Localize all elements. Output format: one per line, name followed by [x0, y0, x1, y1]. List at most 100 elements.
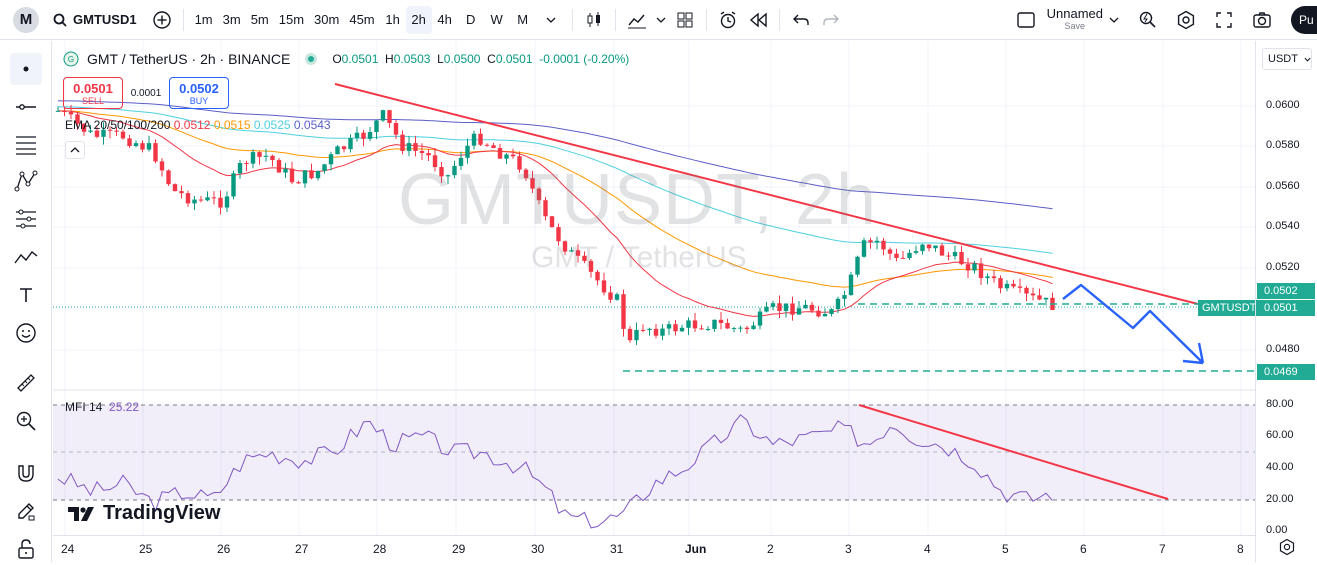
icon-tool[interactable]: [10, 317, 42, 349]
brush-tool[interactable]: [10, 241, 42, 273]
buy-button[interactable]: 0.0502 BUY: [169, 77, 229, 109]
candle-body: [1004, 283, 1010, 289]
candle-body: [666, 324, 672, 329]
snapshot-button[interactable]: [1247, 5, 1277, 35]
layout-button[interactable]: [1011, 5, 1041, 35]
candle-body: [218, 197, 223, 208]
cursor-tool[interactable]: [10, 53, 42, 85]
mfi-legend[interactable]: MFI 14 25.22: [65, 400, 139, 414]
interval-15m[interactable]: 15m: [278, 12, 305, 27]
settings-button[interactable]: [1171, 5, 1201, 35]
magnet-tool[interactable]: [10, 457, 42, 489]
interval-2h[interactable]: 2h: [405, 5, 432, 34]
templates-button[interactable]: [670, 5, 700, 35]
interval-5m[interactable]: 5m: [250, 12, 269, 27]
interval-3m[interactable]: 3m: [222, 12, 241, 27]
interval-d[interactable]: D: [465, 12, 476, 27]
candle-body: [133, 143, 139, 147]
time-tick-label: 28: [373, 542, 387, 556]
candle-body: [270, 155, 275, 161]
interval-m[interactable]: M: [517, 12, 529, 27]
symbol-search[interactable]: GMTUSD1: [53, 12, 137, 27]
fib-tool[interactable]: [10, 129, 42, 161]
chart-canvas[interactable]: [53, 41, 1255, 535]
plus-circle-icon: [152, 10, 171, 29]
candle-body: [296, 182, 301, 184]
symbol-price-tag: GMTUSDT: [1198, 300, 1261, 316]
candle-body: [952, 252, 958, 257]
collapse-legend-button[interactable]: [65, 141, 85, 159]
candle-body: [998, 278, 1003, 289]
measure-tool[interactable]: [10, 367, 42, 399]
projection-arrow[interactable]: [1062, 283, 1205, 365]
indicators-button[interactable]: [622, 5, 652, 35]
candle-body: [900, 257, 906, 259]
candle-body: [835, 298, 841, 310]
sell-button[interactable]: 0.0501 SELL: [63, 77, 123, 109]
mfi-trendline[interactable]: [858, 404, 1169, 500]
interval-1m[interactable]: 1m: [194, 12, 213, 27]
legend-title[interactable]: GMT / TetherUS · 2h · BINANCE: [87, 51, 291, 67]
tradingview-logo[interactable]: TradingView: [67, 502, 220, 525]
candle-body: [764, 306, 769, 312]
pattern-tool[interactable]: [10, 165, 42, 197]
candle-body: [731, 328, 737, 330]
interval-45m[interactable]: 45m: [349, 12, 375, 27]
compare-button[interactable]: [147, 5, 177, 35]
chevron-up-icon: [70, 147, 80, 153]
trendline-tool[interactable]: [10, 91, 42, 123]
candles-icon: [587, 11, 600, 27]
currency-select[interactable]: USDT: [1262, 48, 1312, 70]
indicators-dropdown[interactable]: [652, 5, 670, 35]
publish-button[interactable]: Pu: [1291, 6, 1317, 34]
time-axis[interactable]: 24 25 26 27 28 29 30 31 Jun 2 3 4 5 6 7 8: [53, 535, 1255, 562]
forecast-tool[interactable]: [10, 203, 42, 235]
spread-value: 0.0001: [130, 87, 162, 99]
fullscreen-button[interactable]: [1209, 5, 1239, 35]
ema-legend[interactable]: EMA 20/50/100/200 0.0512 0.0515 0.0525 0…: [65, 118, 331, 132]
ema-200-line: [58, 100, 1053, 210]
candle-body: [595, 271, 600, 281]
time-tick-label: Jun: [685, 542, 707, 556]
quick-search-button[interactable]: [1133, 5, 1163, 35]
text-icon: [20, 288, 32, 302]
divider: [182, 8, 184, 31]
interval-w[interactable]: W: [490, 12, 503, 27]
chart-settings-button[interactable]: [1278, 538, 1296, 561]
redo-button[interactable]: [816, 5, 846, 35]
chart-pane[interactable]: GMTUSDT, 2h GMT / TetherUS G GMT / Tethe…: [53, 41, 1317, 562]
interval-30m[interactable]: 30m: [314, 12, 340, 27]
interval-4h[interactable]: 4h: [437, 12, 452, 27]
user-logo[interactable]: M: [13, 6, 39, 33]
candle-body: [562, 241, 568, 252]
resistance-trendline[interactable]: [334, 83, 1199, 305]
candle-body: [510, 154, 516, 157]
chevron-down-icon: [656, 17, 666, 23]
draw-mode-tool[interactable]: [10, 495, 42, 527]
layout-square-icon: [1016, 11, 1035, 28]
candle-body: [523, 169, 529, 179]
zoom-tool[interactable]: [10, 405, 42, 437]
candle-body: [244, 163, 249, 165]
candle-body: [1017, 286, 1023, 288]
replay-button[interactable]: [743, 5, 773, 35]
interval-1h[interactable]: 1h: [385, 12, 400, 27]
candle-body: [770, 303, 776, 307]
text-tool[interactable]: [10, 279, 42, 311]
candle-body: [387, 110, 392, 124]
layout-name[interactable]: Unnamed Save: [1047, 7, 1103, 33]
interval-dropdown[interactable]: [536, 5, 566, 35]
candle-body: [757, 311, 763, 326]
candle-body: [536, 188, 542, 201]
lock-tool[interactable]: [10, 533, 42, 565]
candle-body: [855, 256, 860, 275]
candle-body: [861, 240, 867, 257]
undo-button[interactable]: [786, 5, 816, 35]
ruler-icon: [17, 374, 35, 392]
alert-button[interactable]: [713, 5, 743, 35]
chart-type-button[interactable]: [579, 5, 609, 35]
layout-dropdown[interactable]: [1103, 5, 1125, 35]
price-axis[interactable]: USDT 0.0600 0.0580 0.0560 0.0540 0.0520 0.048…: [1255, 41, 1317, 562]
candle-body: [790, 303, 795, 315]
divider: [614, 8, 616, 31]
